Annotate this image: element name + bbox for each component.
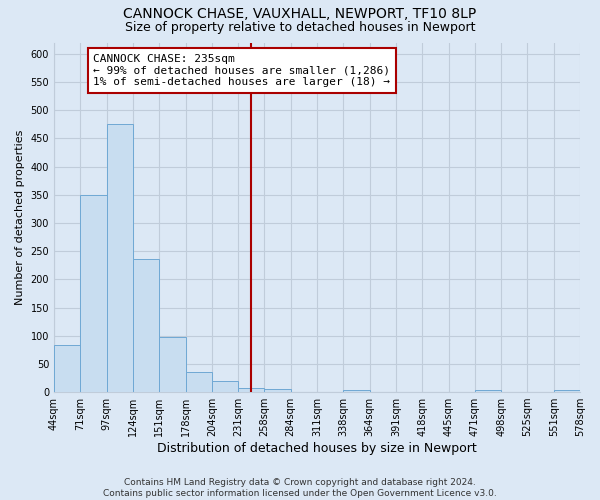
Bar [238,388,265,392]
Text: CANNOCK CHASE: 235sqm
← 99% of detached houses are smaller (1,286)
1% of semi-de: CANNOCK CHASE: 235sqm ← 99% of detached … [94,54,391,87]
Bar [107,124,133,392]
Y-axis label: Number of detached properties: Number of detached properties [15,130,25,305]
Bar [554,390,580,392]
Bar [185,372,212,392]
Bar [80,196,107,392]
Text: CANNOCK CHASE, VAUXHALL, NEWPORT, TF10 8LP: CANNOCK CHASE, VAUXHALL, NEWPORT, TF10 8… [124,8,476,22]
Bar [212,382,238,392]
X-axis label: Distribution of detached houses by size in Newport: Distribution of detached houses by size … [157,442,477,455]
Text: Size of property relative to detached houses in Newport: Size of property relative to detached ho… [125,22,475,35]
Text: Contains HM Land Registry data © Crown copyright and database right 2024.
Contai: Contains HM Land Registry data © Crown c… [103,478,497,498]
Bar [133,259,159,392]
Bar [343,390,370,392]
Bar [265,390,291,392]
Bar [475,390,501,392]
Bar [159,338,185,392]
Bar [54,344,80,392]
